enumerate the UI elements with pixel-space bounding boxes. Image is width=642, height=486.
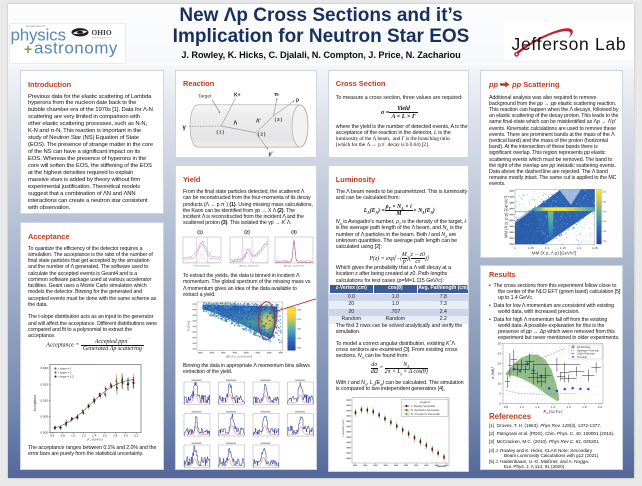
svg-text:0: 0	[499, 401, 501, 405]
svg-text:PΛ [GeV/c]: PΛ [GeV/c]	[86, 437, 103, 441]
svg-text:1.0: 1.0	[520, 405, 525, 409]
svg-text:1.4: 1.4	[551, 405, 556, 409]
svg-text:2.0: 2.0	[124, 433, 129, 437]
svg-text:10: 10	[498, 381, 502, 385]
svg-text:0.6: 0.6	[50, 433, 55, 437]
svg-text:1.2: 1.2	[82, 433, 87, 437]
svg-text:0.8: 0.8	[504, 405, 509, 409]
svg-text:1.1: 1.1	[545, 246, 550, 250]
svg-text:1: 1	[514, 246, 516, 250]
svg-text:MM (X p, p p) [GeV/c²]: MM (X p, p p) [GeV/c²]	[504, 196, 509, 238]
svg-text:physics: physics	[11, 26, 66, 45]
svg-text:Λ: Λ	[233, 121, 237, 127]
svg-text:Legend: Legend	[420, 400, 430, 404]
svg-text:Luminosity (cm²): Luminosity (cm²)	[342, 419, 345, 437]
svg-text:N. Zachariou Generator: N. Zachariou Generator	[411, 408, 439, 412]
svg-text:MM (X p, Λ p) [GeV/c²]: MM (X p, Λ p) [GeV/c²]	[532, 251, 576, 256]
svg-text:N. Compton's Generator: N. Compton's Generator	[411, 412, 440, 416]
svg-text:30: 30	[498, 341, 502, 345]
svg-text:This Exp.: This Exp.	[577, 354, 588, 358]
svg-text:Nijmegen Potential: Nijmegen Potential	[577, 348, 599, 352]
svg-text:15: 15	[498, 371, 502, 375]
svg-text:Department of: Department of	[26, 24, 45, 28]
svg-text:astronomy: astronomy	[34, 39, 118, 58]
svg-text:World Data: World Data	[577, 345, 590, 349]
svg-text:t slope = 2: t slope = 2	[59, 370, 72, 374]
svg-text:γ: γ	[182, 125, 186, 131]
svg-text:0.015: 0.015	[40, 382, 48, 386]
svg-text:Jefferson Lab: Jefferson Lab	[512, 34, 627, 54]
svg-text:1.2: 1.2	[577, 246, 582, 250]
svg-text:0.020: 0.020	[40, 366, 48, 370]
svg-text:(1): (1)	[197, 230, 203, 235]
svg-text:(2): (2)	[244, 230, 250, 235]
svg-text:PΛ [GeV]: PΛ [GeV]	[186, 321, 190, 332]
svg-text:(3): (3)	[291, 230, 297, 235]
svg-text:25: 25	[498, 351, 502, 355]
svg-text:2.2: 2.2	[134, 433, 139, 437]
svg-text:1.05: 1.05	[528, 246, 534, 250]
svg-text:5: 5	[499, 391, 501, 395]
svg-text:1.2: 1.2	[535, 405, 540, 409]
svg-text:π-: π-	[274, 92, 280, 98]
svg-text:p: p	[296, 98, 299, 104]
svg-text:t slope = 1.5: t slope = 1.5	[59, 374, 75, 378]
svg-text:MM (X p, Λ p) [GeV/c²]: MM (X p, Λ p) [GeV/c²]	[225, 355, 251, 359]
svg-text:Λ′: Λ′	[256, 119, 261, 125]
svg-text:UNIVERSITY: UNIVERSITY	[93, 37, 111, 40]
svg-text:1.8: 1.8	[113, 433, 118, 437]
svg-text:1.6: 1.6	[103, 433, 108, 437]
svg-text:1.6: 1.6	[567, 405, 572, 409]
svg-text:σ [mb]: σ [mb]	[490, 366, 495, 378]
svg-text:( 3 ): ( 3 )	[274, 117, 282, 122]
svg-text:20: 20	[498, 361, 502, 365]
svg-text:Acceptance: Acceptance	[33, 394, 37, 411]
svg-text:1.8: 1.8	[582, 405, 587, 409]
svg-text:M (pπ) [GeV/c²]: M (pπ) [GeV/c²]	[194, 264, 210, 267]
svg-text:+: +	[24, 41, 32, 57]
svg-text:1.4: 1.4	[92, 433, 97, 437]
svg-text:OHIO: OHIO	[92, 28, 112, 37]
svg-text:0.005: 0.005	[40, 414, 48, 418]
svg-text:( 1 ): ( 1 )	[216, 130, 224, 135]
svg-text:Target: Target	[198, 94, 212, 100]
svg-text:J. Rowley Generator: J. Rowley Generator	[411, 404, 436, 408]
svg-text:K+: K+	[234, 93, 241, 99]
svg-text:PΛ [GeV/c]: PΛ [GeV/c]	[542, 409, 563, 415]
svg-text:1.0: 1.0	[71, 433, 76, 437]
svg-text:t slope = 1: t slope = 1	[59, 366, 72, 370]
svg-text:p′: p′	[268, 152, 273, 158]
svg-text:1.25: 1.25	[592, 246, 598, 250]
svg-text:0.000: 0.000	[40, 430, 48, 434]
svg-text:0.010: 0.010	[40, 398, 48, 402]
svg-text:MM (γp, K) [GeV/c²]: MM (γp, K) [GeV/c²]	[239, 264, 259, 267]
svg-text:Julich Potential: Julich Potential	[577, 351, 595, 355]
svg-text:( 2 ): ( 2 )	[257, 132, 265, 137]
svg-text:1.15: 1.15	[560, 246, 566, 250]
svg-text:0.8: 0.8	[61, 433, 66, 437]
svg-text:MM (γp, πp) [GeV/c²]: MM (γp, πp) [GeV/c²]	[283, 264, 304, 267]
svg-text:2.0: 2.0	[598, 405, 603, 409]
